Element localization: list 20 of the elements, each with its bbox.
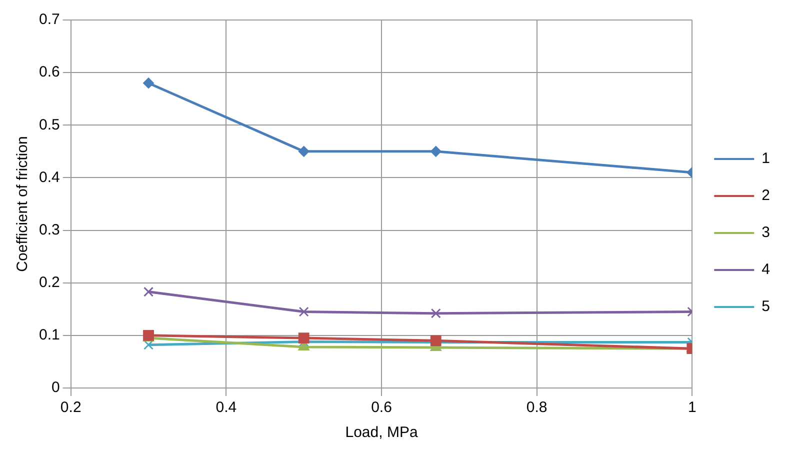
y-tick-label: 0.4 [38, 168, 60, 186]
y-axis-title: Coefficient of friction [14, 136, 32, 272]
y-tick-label: 0.6 [38, 64, 60, 81]
y-tick-label: 0 [52, 379, 60, 396]
legend-label: 5 [762, 298, 770, 316]
x-tick-label: 0.4 [216, 399, 237, 416]
x-tick-label: 0.2 [60, 399, 82, 416]
y-tick-label: 0.7 [38, 11, 60, 28]
y-tick-label: 0.2 [38, 274, 60, 291]
legend-label: 1 [762, 150, 770, 168]
y-tick-label: 0.5 [38, 116, 60, 134]
x-axis-title: Load, MPa [345, 424, 418, 442]
x-tick-label: 0.8 [526, 399, 548, 416]
legend-label: 2 [762, 187, 770, 204]
y-tick-label: 0.3 [38, 221, 60, 238]
legend-label: 4 [762, 261, 770, 278]
y-tick-label: 0.1 [38, 326, 60, 344]
x-tick-label: 1 [688, 399, 696, 416]
x-tick-label: 0.6 [371, 399, 392, 416]
legend-label: 3 [762, 224, 770, 242]
